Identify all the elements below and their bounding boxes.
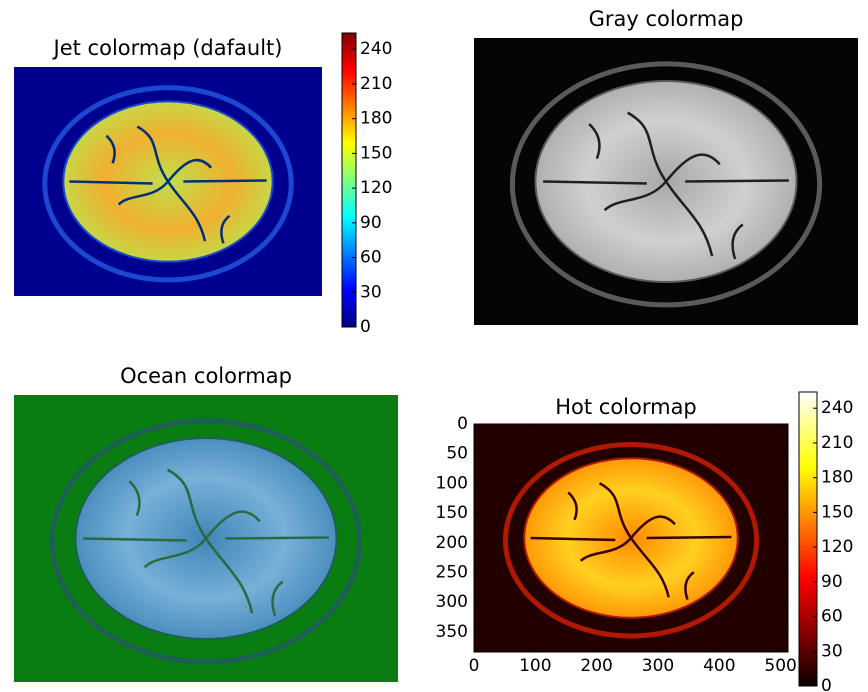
x-tick-label: 400	[703, 656, 735, 676]
x-tick-label: 300	[642, 656, 674, 676]
colorbar-tick-label: 90	[821, 572, 843, 592]
image	[14, 395, 398, 682]
skull-ring	[502, 442, 760, 639]
image	[14, 67, 322, 296]
colorbar-tick-label: 30	[821, 641, 843, 661]
colorbar-tick-label: 120	[360, 178, 392, 198]
subplot-title: Gray colormap	[589, 7, 744, 31]
vessels	[83, 468, 329, 617]
colorbar-tick-label: 150	[821, 502, 853, 522]
y-tick-label: 50	[446, 444, 468, 464]
vessels	[69, 125, 267, 244]
subplot: Gray colormap	[474, 7, 858, 325]
image	[474, 424, 788, 652]
subplot: Ocean colormap	[14, 364, 398, 682]
colorbar-tick-label: 0	[821, 676, 832, 692]
colorbar-tick-label: 210	[821, 433, 853, 453]
y-tick-label: 200	[436, 533, 468, 553]
skull-ring	[49, 418, 363, 665]
colorbar-tick-label: 150	[360, 143, 392, 163]
colorbar-tick-label: 90	[360, 213, 382, 233]
colorbar-tick-label: 30	[360, 282, 382, 302]
y-tick-label: 350	[436, 622, 468, 642]
colorbar-tick-label: 0	[360, 317, 371, 337]
colorbar-tick-label: 240	[360, 39, 392, 59]
y-tick-label: 150	[436, 503, 468, 523]
colorbar-tick-label: 60	[821, 607, 843, 627]
subplot-title: Hot colormap	[555, 395, 697, 419]
y-tick-label: 100	[436, 473, 468, 493]
y-tick-label: 300	[436, 592, 468, 612]
colorbar-tick-label: 180	[360, 109, 392, 129]
image	[474, 38, 858, 325]
vessels	[530, 482, 732, 600]
vessels	[543, 111, 789, 260]
colorbar-tick-label: 180	[821, 468, 853, 488]
colorbar	[798, 391, 818, 687]
x-tick-label: 500	[764, 656, 796, 676]
x-tick-label: 100	[519, 656, 551, 676]
subplot: Jet colormap (dafault) 0 30 60 90 120 150 180 21…	[14, 32, 392, 337]
y-tick-label: 0	[457, 414, 468, 434]
colorbar-tick-label: 240	[821, 398, 853, 418]
colorbar	[341, 32, 357, 328]
colorbar-tick-label: 120	[821, 537, 853, 557]
axes-frame	[473, 423, 789, 653]
skull-ring	[509, 61, 823, 308]
colorbar-tick-label: 210	[360, 74, 392, 94]
skull-ring	[42, 85, 294, 283]
subplot-title: Jet colormap (dafault)	[52, 36, 283, 60]
subplot-title: Ocean colormap	[120, 364, 292, 388]
colorbar-tick-label: 60	[360, 248, 382, 268]
y-tick-label: 250	[436, 562, 468, 582]
x-tick-label: 0	[469, 656, 480, 676]
x-tick-label: 200	[580, 656, 612, 676]
